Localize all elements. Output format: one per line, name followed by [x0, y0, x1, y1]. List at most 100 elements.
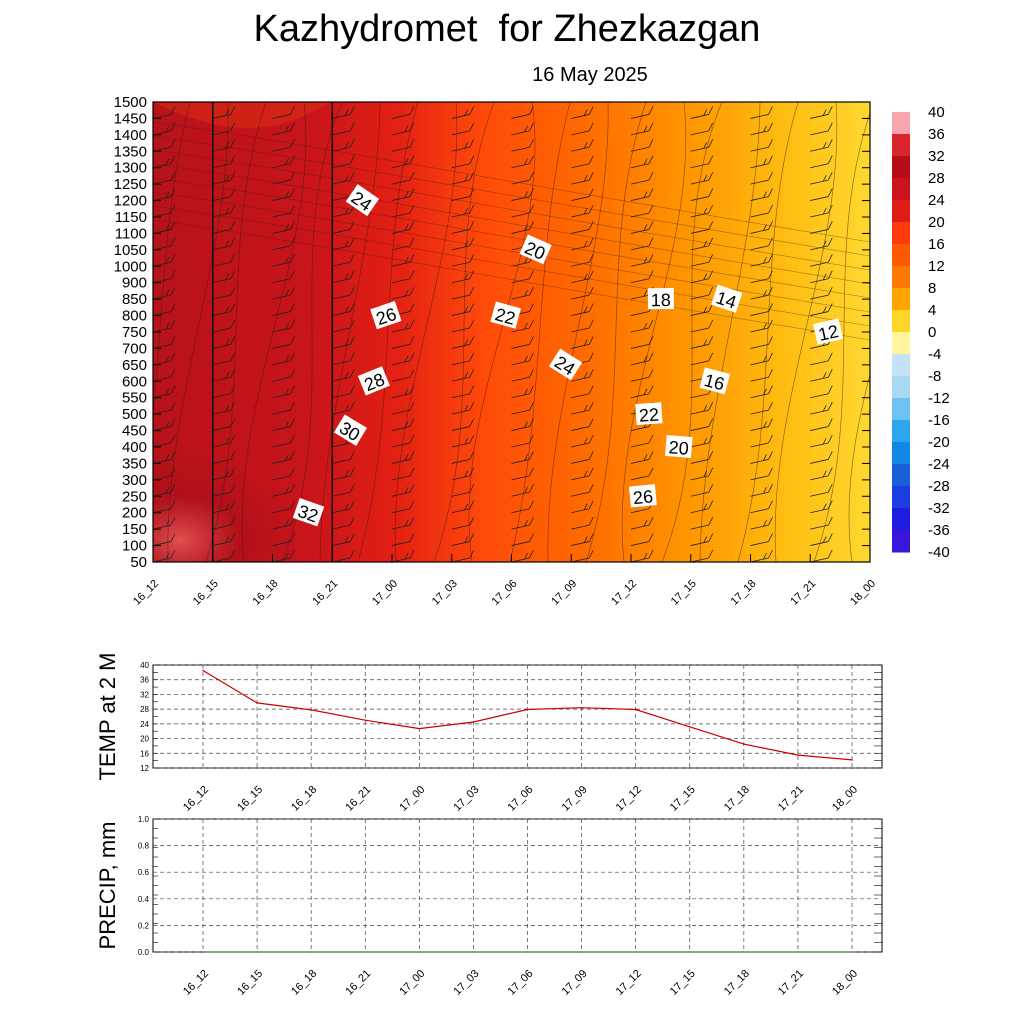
wind-barb: [212, 237, 236, 251]
wind-barb: [810, 286, 833, 300]
wind-barb: [153, 401, 176, 415]
colorbar-label: 12: [928, 258, 945, 275]
wind-barb: [212, 549, 236, 562]
data-point: [851, 759, 853, 761]
wind-barb: [212, 401, 236, 415]
wind-barb: [451, 369, 475, 382]
colorbar-segment: [892, 156, 910, 179]
y-tick-label: 750: [122, 324, 147, 341]
wind-barb: [153, 467, 176, 481]
x-tick-label: 17_09: [560, 784, 590, 814]
data-point: [688, 726, 691, 728]
wind-barb: [153, 369, 176, 382]
y-tick-label: 450: [122, 423, 147, 440]
wind-barb: [869, 216, 870, 217]
wind-barb: [869, 298, 870, 300]
wind-barb: [272, 549, 295, 562]
wind-barb: [391, 286, 415, 300]
data-point: [364, 951, 367, 953]
wind-barb: [272, 434, 295, 448]
data-point: [256, 702, 258, 704]
wind-barb: [869, 134, 870, 135]
wind-barb: [630, 451, 654, 464]
wind-barb: [750, 336, 773, 349]
y-tick-label: 600: [122, 373, 147, 390]
wind-barb: [391, 171, 415, 185]
wind-barb: [391, 270, 415, 284]
wind-barb: [690, 319, 714, 333]
wind-barb: [511, 369, 534, 382]
wind-barb: [332, 303, 355, 316]
wind-barb: [153, 270, 176, 284]
x-tick-label: 16_21: [343, 784, 373, 814]
wind-barb: [272, 106, 295, 119]
colorbar-segment: [892, 530, 910, 553]
contour-line: [585, 102, 647, 562]
wind-barb: [810, 385, 833, 399]
wind-barb: [571, 221, 594, 234]
data-point: [634, 951, 637, 953]
wind-barb: [571, 204, 594, 218]
contour-line: [205, 102, 267, 562]
y-tick-label: 0.2: [138, 921, 150, 930]
wind-barb: [212, 102, 215, 103]
wind-barb: [750, 303, 773, 316]
wind-barb: [571, 467, 594, 481]
wind-barb: [810, 254, 833, 267]
x-tick-label: 17_00: [370, 578, 400, 608]
wind-barb: [690, 237, 714, 251]
wind-barb: [750, 467, 773, 481]
wind-barb: [511, 171, 534, 185]
wind-barb: [391, 401, 415, 415]
colorbar-segment: [892, 310, 910, 333]
wind-barb: [630, 434, 654, 448]
wind-barb: [511, 352, 534, 366]
wind-barb: [869, 528, 870, 530]
y-tick-label: 0.4: [138, 895, 150, 904]
wind-barb: [332, 286, 355, 300]
x-tick-label: 16_18: [289, 968, 319, 998]
wind-barb: [571, 549, 594, 562]
wind-barb: [451, 188, 475, 201]
wind-barb: [869, 446, 870, 447]
x-tick-label: 17_18: [722, 784, 752, 814]
wind-barb: [391, 319, 415, 333]
wind-barb: [332, 369, 355, 382]
wind-barb: [451, 451, 475, 464]
wind-barb: [869, 150, 870, 152]
wind-barb: [690, 106, 714, 119]
colorbar-label: -16: [928, 412, 950, 429]
wind-barb: [571, 319, 594, 333]
x-tick-label: 17_15: [668, 784, 698, 814]
wind-barb: [272, 484, 295, 497]
y-tick-label: 24: [140, 720, 149, 729]
y-tick-label: 20: [140, 735, 149, 744]
wind-barb: [451, 516, 475, 530]
wind-barb: [571, 155, 594, 169]
y-tick-label: 650: [122, 357, 147, 374]
wind-barb: [332, 319, 355, 333]
x-tick-label: 17_03: [451, 968, 481, 998]
y-axis-label: PRECIP, mm: [95, 822, 120, 950]
colorbar-label: 0: [928, 324, 936, 341]
wind-barb: [391, 467, 415, 481]
wind-barb: [391, 122, 415, 136]
wind-barb: [810, 533, 833, 546]
data-point: [526, 708, 529, 711]
wind-barb: [153, 434, 176, 448]
colorbar-label: -4: [928, 346, 941, 363]
colorbar-segment: [892, 112, 910, 135]
x-tick-label: 17_21: [776, 784, 806, 814]
wind-barb: [153, 418, 176, 431]
y-tick-label: 0.8: [138, 842, 150, 851]
wind-barb: [869, 512, 870, 513]
wind-barb: [332, 467, 355, 481]
y-tick-label: 700: [122, 340, 147, 357]
wind-barb: [869, 463, 870, 464]
wind-barb: [810, 102, 813, 103]
wind-barb: [810, 303, 833, 316]
y-tick-label: 28: [140, 705, 149, 714]
wind-barb: [750, 171, 773, 185]
y-tick-label: 1350: [114, 143, 147, 160]
wind-barb: [750, 484, 773, 497]
